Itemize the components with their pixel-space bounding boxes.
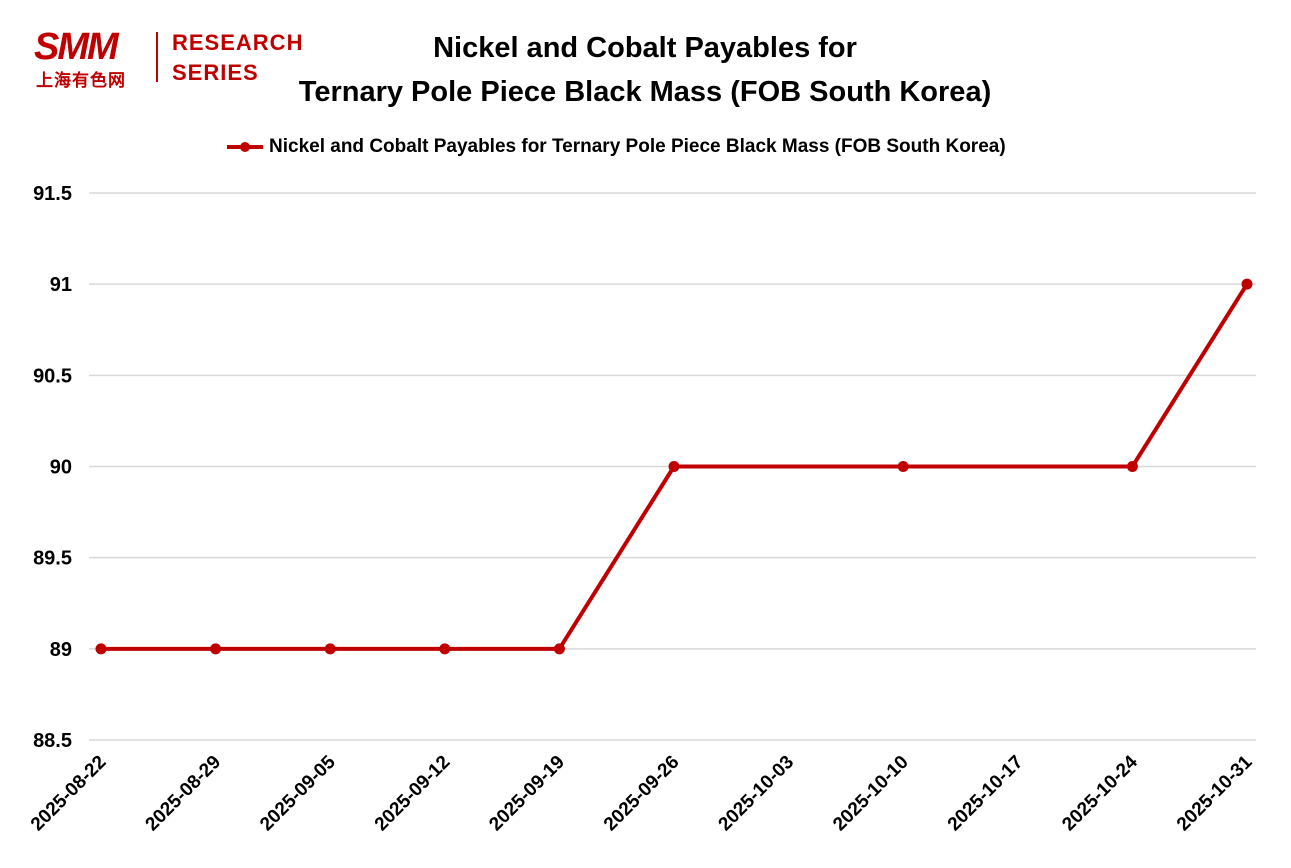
x-tick-label: 2025-10-10 [829, 752, 913, 836]
logo-research-line1: RESEARCH [172, 30, 304, 55]
data-point [553, 643, 565, 655]
x-axis-ticks: 2025-08-22 2025-08-29 2025-09-05 2025-09-12… [27, 751, 1257, 835]
series-group [95, 278, 1253, 655]
x-tick-label: 2025-09-19 [485, 752, 569, 836]
data-point [210, 643, 222, 655]
logo-research-line2: SERIES [172, 60, 259, 85]
data-point [439, 643, 451, 655]
chart-legend: Nickel and Cobalt Payables for Ternary P… [225, 134, 1006, 160]
x-tick-label: 2025-09-12 [371, 752, 455, 836]
x-tick-label: 2025-09-26 [600, 752, 684, 836]
x-tick-label: 2025-10-03 [715, 752, 799, 836]
y-tick-label: 90.5 [33, 365, 72, 387]
chart-title-line1: Nickel and Cobalt Payables for [433, 32, 857, 64]
x-tick-label: 2025-09-05 [256, 751, 340, 835]
y-tick-label: 91 [50, 274, 72, 296]
data-point [897, 461, 909, 472]
x-tick-label: 2025-08-29 [142, 752, 226, 836]
logo-brand: SMM [34, 26, 119, 68]
y-tick-label: 90 [50, 457, 72, 479]
y-tick-label: 88.5 [33, 730, 72, 752]
legend-swatch [227, 142, 263, 152]
x-tick-label: 2025-10-31 [1173, 751, 1257, 835]
legend-series-label: Nickel and Cobalt Payables for Ternary P… [269, 136, 1006, 157]
x-tick-label: 2025-08-22 [27, 752, 111, 836]
x-tick-label: 2025-10-17 [944, 752, 1028, 836]
logo-divider [156, 32, 158, 82]
smm-logo: SMM 上海有色网 RESEARCH SERIES [30, 26, 320, 91]
chart-title-line2: Ternary Pole Piece Black Mass (FOB South… [298, 76, 992, 108]
y-axis-ticks: 88.5 89 89.5 90 90.5 91 91.5 [33, 183, 72, 752]
data-point [1126, 461, 1138, 472]
y-tick-label: 89 [50, 639, 72, 661]
logo-brand-cn: 上海有色网 [36, 71, 126, 91]
data-point [324, 643, 336, 655]
data-point [95, 643, 107, 655]
y-tick-label: 91.5 [33, 183, 72, 205]
data-point [1241, 278, 1253, 290]
y-tick-label: 89.5 [33, 548, 72, 570]
x-tick-label: 2025-10-24 [1058, 751, 1142, 835]
data-point [668, 461, 680, 472]
